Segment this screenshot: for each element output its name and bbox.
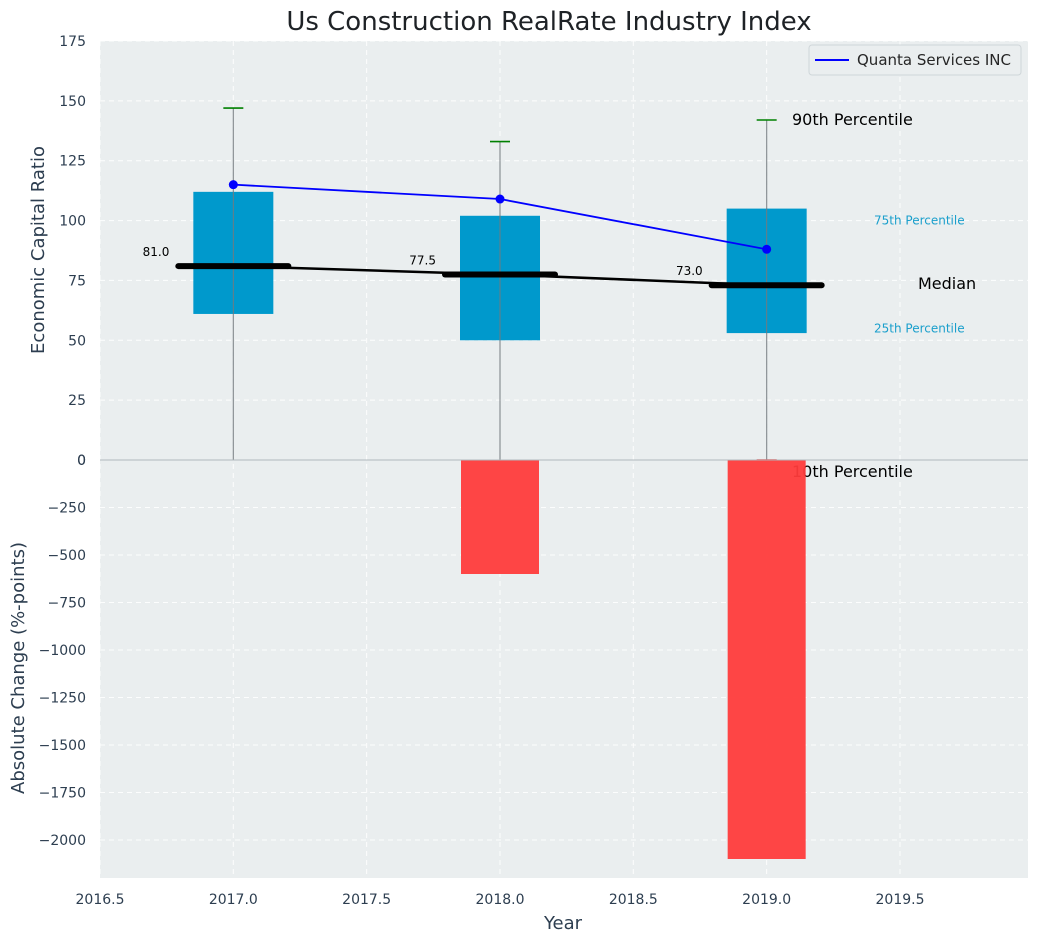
- x-tick-label: 2018.0: [476, 892, 525, 908]
- change-bar: [461, 460, 539, 574]
- top-y-tick-label: 0: [77, 453, 86, 469]
- bottom-y-tick-label: −250: [48, 501, 86, 517]
- axes: 2016.5 2017.0 2017.5 2018.0 2018.5 2019.0 2019…: [39, 34, 1028, 908]
- top-y-tick-label: 125: [59, 154, 86, 170]
- annotation-median: Median: [918, 274, 976, 293]
- bottom-y-axis-title: Absolute Change (%-points): [8, 542, 29, 794]
- x-tick-label: 2017.0: [209, 892, 258, 908]
- bottom-panel-marks: [461, 460, 806, 859]
- annotation-p90: 90th Percentile: [792, 110, 913, 129]
- chart-title: Us Construction RealRate Industry Index: [286, 7, 811, 37]
- bottom-y-tick-label: −1750: [39, 786, 86, 802]
- series-point: [495, 194, 505, 204]
- annotation-p25: 25th Percentile: [874, 321, 965, 335]
- bottom-y-tick-label: 0: [77, 453, 86, 469]
- annotation-p10: 10th Percentile: [792, 462, 913, 481]
- median-value-label: 73.0: [676, 264, 703, 278]
- top-y-axis-title: Economic Capital Ratio: [28, 146, 49, 354]
- x-tick-label: 2018.5: [609, 892, 658, 908]
- bottom-y-tick-label: −1000: [39, 643, 86, 659]
- bottom-y-tick-label: −2000: [39, 833, 86, 849]
- legend-frame: [808, 44, 1022, 76]
- x-tick-label: 2017.5: [342, 892, 391, 908]
- top-y-tick-label: 100: [59, 214, 86, 230]
- top-y-tick-label: 150: [59, 94, 86, 110]
- median-value-label: 81.0: [143, 245, 170, 259]
- series-point: [762, 244, 772, 254]
- series-point: [228, 180, 238, 190]
- annotation-p75: 75th Percentile: [874, 214, 965, 228]
- bottom-y-tick-label: −1500: [39, 738, 86, 754]
- legend: Quanta Services INC: [808, 44, 1022, 76]
- bottom-y-tick-label: −1250: [39, 691, 86, 707]
- top-y-tick-label: 175: [59, 34, 86, 50]
- top-panel-marks: 81.0 77.5 73.0 90th Percentile 75th Percenti…: [143, 107, 976, 481]
- x-tick-label: 2019.0: [742, 892, 791, 908]
- bottom-y-tick-label: −750: [48, 596, 86, 612]
- x-axis-title: Year: [543, 913, 583, 934]
- top-y-tick-label: 75: [68, 273, 86, 289]
- median-value-label: 77.5: [409, 253, 436, 267]
- x-tick-label: 2016.5: [76, 892, 125, 908]
- bottom-y-tick-label: −500: [48, 548, 86, 564]
- top-y-tick-label: 25: [68, 393, 86, 409]
- x-tick-label: 2019.5: [876, 892, 925, 908]
- change-bar: [727, 460, 806, 859]
- legend-label: Quanta Services INC: [857, 51, 1011, 69]
- top-y-tick-label: 50: [68, 333, 86, 349]
